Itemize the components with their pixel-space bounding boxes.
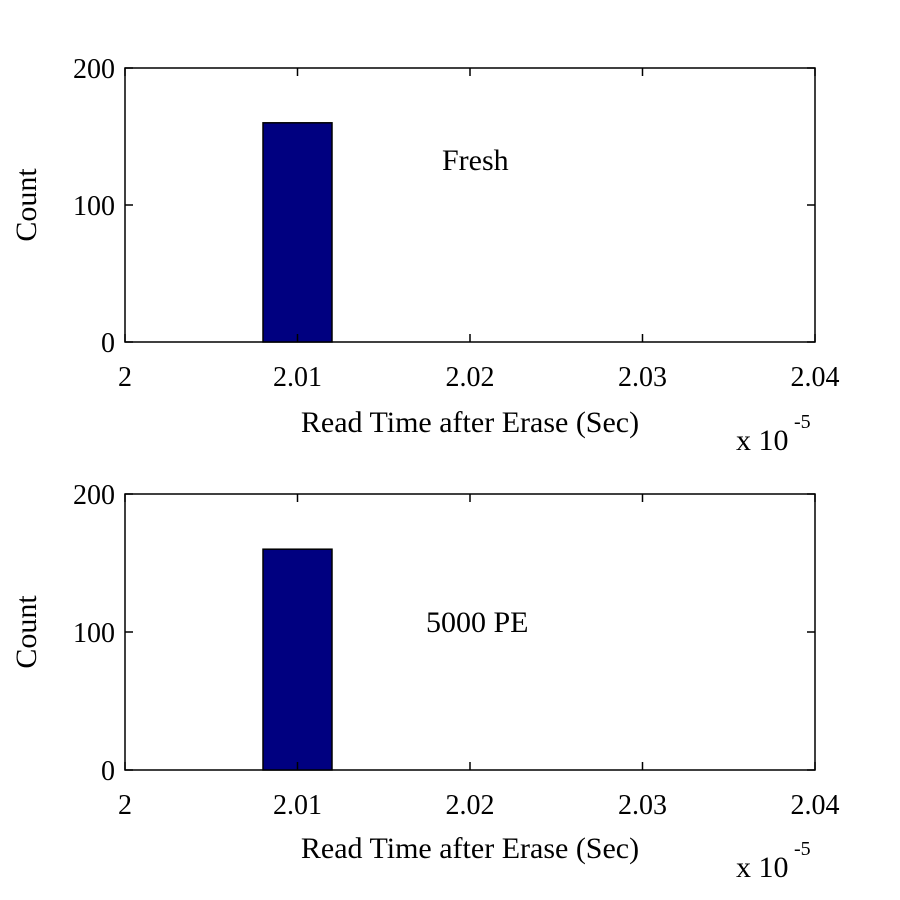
- x-tick-label: 2.01: [273, 790, 322, 821]
- plot-area: [124, 493, 816, 771]
- x-axis-label: Read Time after Erase (Sec): [301, 832, 639, 865]
- x-tick-label: 2.02: [446, 790, 495, 821]
- x-tick-label: 2: [118, 790, 132, 821]
- x-tick-label: 2.01: [273, 362, 322, 393]
- y-tick-label: 0: [101, 756, 115, 787]
- x-tick-label: 2.03: [618, 362, 667, 393]
- x-tick-label: 2: [118, 362, 132, 393]
- y-axis-label: Count: [10, 168, 43, 242]
- x-tick-label: 2.02: [446, 362, 495, 393]
- x-tick-label: 2.03: [618, 790, 667, 821]
- series-annotation: 5000 PE: [426, 606, 529, 639]
- x-multiplier-exponent: -5: [794, 838, 811, 860]
- x-multiplier-base: x 10: [736, 851, 789, 884]
- x-multiplier-exponent: -5: [794, 411, 811, 433]
- histogram-panel-5000pe: 2 2.01 2.02 2.03 2.04 0 100 200 5000 PE Read Ti…: [10, 480, 840, 884]
- histogram-bar-0: [262, 122, 333, 343]
- x-axis-label: Read Time after Erase (Sec): [301, 406, 639, 439]
- y-tick-label: 100: [73, 618, 115, 649]
- y-axis-label: Count: [10, 595, 43, 669]
- y-tick-label: 200: [73, 54, 115, 85]
- y-tick-label: 100: [73, 191, 115, 222]
- x-multiplier-base: x 10: [736, 424, 789, 457]
- y-tick-label: 0: [101, 328, 115, 359]
- series-annotation: Fresh: [442, 144, 509, 177]
- y-tick-label: 200: [73, 480, 115, 511]
- x-tick-label: 2.04: [791, 790, 840, 821]
- histogram-panel-fresh: 2 2.01 2.02 2.03 2.04 0 100 200 Fresh Read Time…: [10, 54, 840, 457]
- histogram-bar-0: [262, 548, 333, 771]
- x-tick-label: 2.04: [791, 362, 840, 393]
- plot-area: [124, 67, 816, 343]
